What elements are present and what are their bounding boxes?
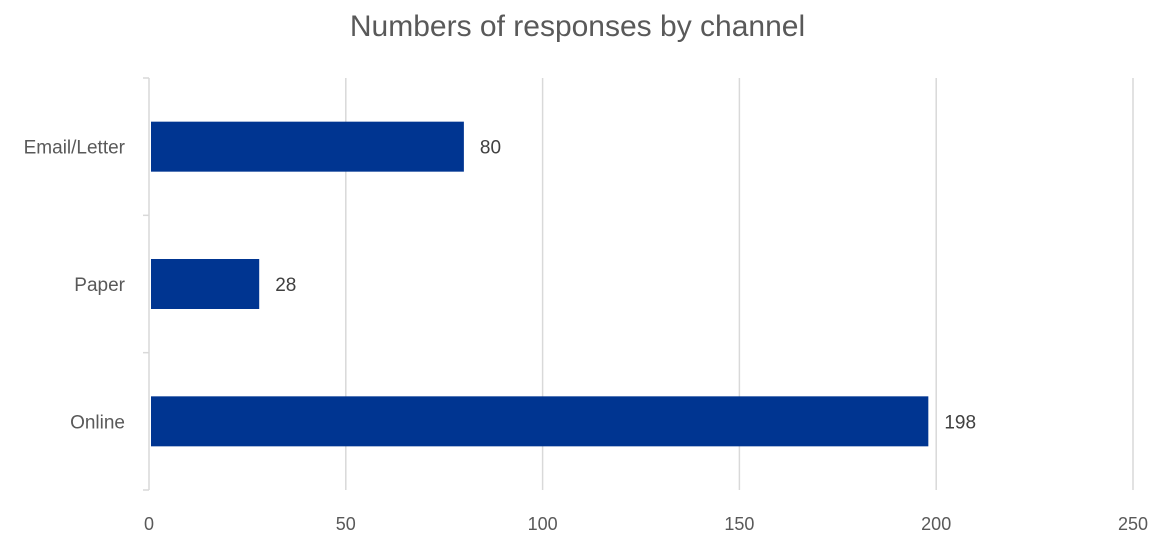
bar-paper — [151, 259, 260, 309]
x-tick-label-50: 50 — [336, 514, 356, 534]
data-label: 198 — [944, 412, 976, 433]
y-axis — [143, 77, 150, 491]
x-tick-label-150: 150 — [724, 514, 754, 534]
x-tick-label-100: 100 — [528, 514, 558, 534]
category-label: Online — [70, 412, 125, 433]
chart-title: Numbers of responses by channel — [349, 10, 806, 43]
data-label: 80 — [480, 138, 501, 159]
x-tick-label-200: 200 — [921, 514, 951, 534]
labels: 0 50 100 150 200 250 Email/Letter 80 Paper 28 Onli… — [24, 138, 1148, 534]
bars — [151, 121, 929, 447]
category-label: Email/Letter — [24, 138, 126, 159]
x-tick-label-0: 0 — [144, 514, 154, 534]
bar-email-letter — [151, 121, 464, 172]
bar-online — [151, 396, 929, 447]
data-label: 28 — [275, 275, 296, 296]
x-tick-label-250: 250 — [1118, 514, 1148, 534]
category-label: Paper — [74, 275, 125, 296]
